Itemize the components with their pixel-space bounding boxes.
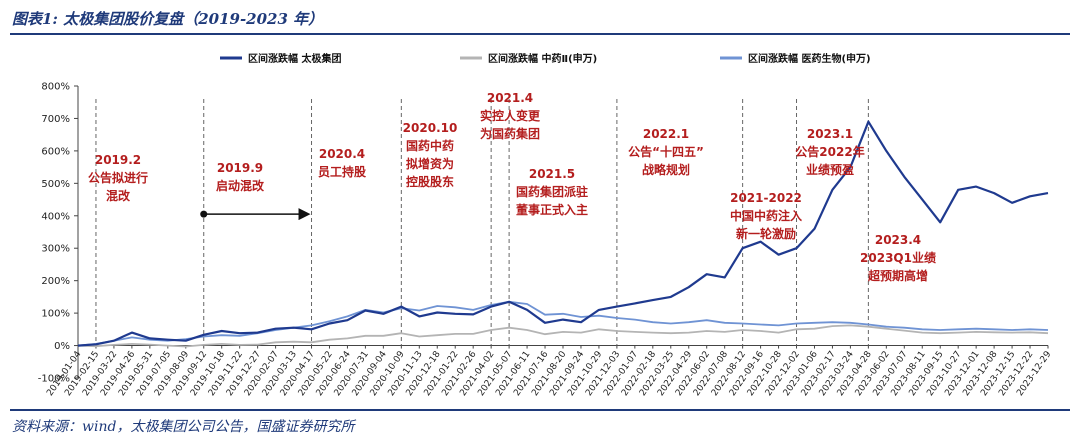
title-rule <box>10 33 1070 35</box>
annotation-text: 2023.4 <box>875 233 921 247</box>
annotation-text: 2022.1 <box>643 127 689 141</box>
y-tick-label: 400% <box>41 211 70 222</box>
annotation-text: 2019.2 <box>95 153 141 167</box>
y-tick-label: 200% <box>41 276 70 287</box>
annotation-text: 公告2022年 <box>795 144 864 159</box>
y-tick-label: 800% <box>41 82 70 93</box>
annotation-text: 超预期高增 <box>867 268 928 283</box>
series-line-2 <box>77 324 1049 348</box>
annotation-text: 2019.9 <box>217 161 263 175</box>
annotation-text: 为国药集团 <box>480 126 540 141</box>
annotation-text: 混改 <box>106 188 131 203</box>
y-tick-label: 0% <box>54 341 70 352</box>
annotation-text: 控股股东 <box>406 174 454 189</box>
source-rule <box>10 409 1070 411</box>
chart: -100% 0% 100% 200% 300% 400% 500% 600% 700% 800% 2… <box>38 52 1054 398</box>
annotation-text: 2021-2022 <box>730 191 802 205</box>
annotation-text: 董事正式入主 <box>516 202 588 217</box>
annotation-text: 拟增资为 <box>406 156 454 171</box>
annotation-text: 国药中药 <box>406 138 454 153</box>
annotation-text: 2023Q1业绩 <box>860 250 936 265</box>
annotation-text: 2020.4 <box>319 147 365 161</box>
annotation-text: 新一轮激励 <box>736 226 796 241</box>
figure-title: 图表1: 太极集团股价复盘（2019-2023 年） <box>12 10 324 28</box>
legend-label: 区间涨跌幅 医药生物(申万) <box>748 52 871 65</box>
legend-label: 区间涨跌幅 太极集团 <box>248 52 341 65</box>
annotation-text: 实控人变更 <box>480 108 541 123</box>
series-line-3 <box>77 300 1049 347</box>
annotation-text: 员工持股 <box>318 164 367 179</box>
annotation-text: 2020.10 <box>403 121 458 135</box>
annotation-text: 2021.5 <box>529 167 575 181</box>
annotation-text: 国药集团派驻 <box>516 184 588 199</box>
y-tick-label: 300% <box>41 244 70 255</box>
y-tick-label: -100% <box>38 374 70 385</box>
annotation-text: 2023.1 <box>807 127 853 141</box>
annotation-text: 2021.4 <box>487 91 533 105</box>
annotation-text: 公告拟进行 <box>88 170 148 185</box>
annotation-arrow-dot <box>200 210 208 218</box>
source-note: 资料来源：wind，太极集团公司公告，国盛证券研究所 <box>12 419 355 435</box>
y-tick-label: 100% <box>41 309 70 320</box>
annotation-text: 业绩预盈 <box>806 162 854 177</box>
annotation-text: 公告“十四五” <box>628 144 704 159</box>
y-tick-label: 700% <box>41 114 70 125</box>
annotation-text: 中国中药注入 <box>730 208 802 223</box>
legend-label: 区间涨跌幅 中药Ⅱ(申万) <box>488 52 597 65</box>
y-tick-label: 500% <box>41 179 70 190</box>
series-line-1 <box>77 120 1049 347</box>
annotation-text: 战略规划 <box>642 162 690 177</box>
y-tick-label: 600% <box>41 146 70 157</box>
annotation-text: 启动混改 <box>216 178 265 193</box>
